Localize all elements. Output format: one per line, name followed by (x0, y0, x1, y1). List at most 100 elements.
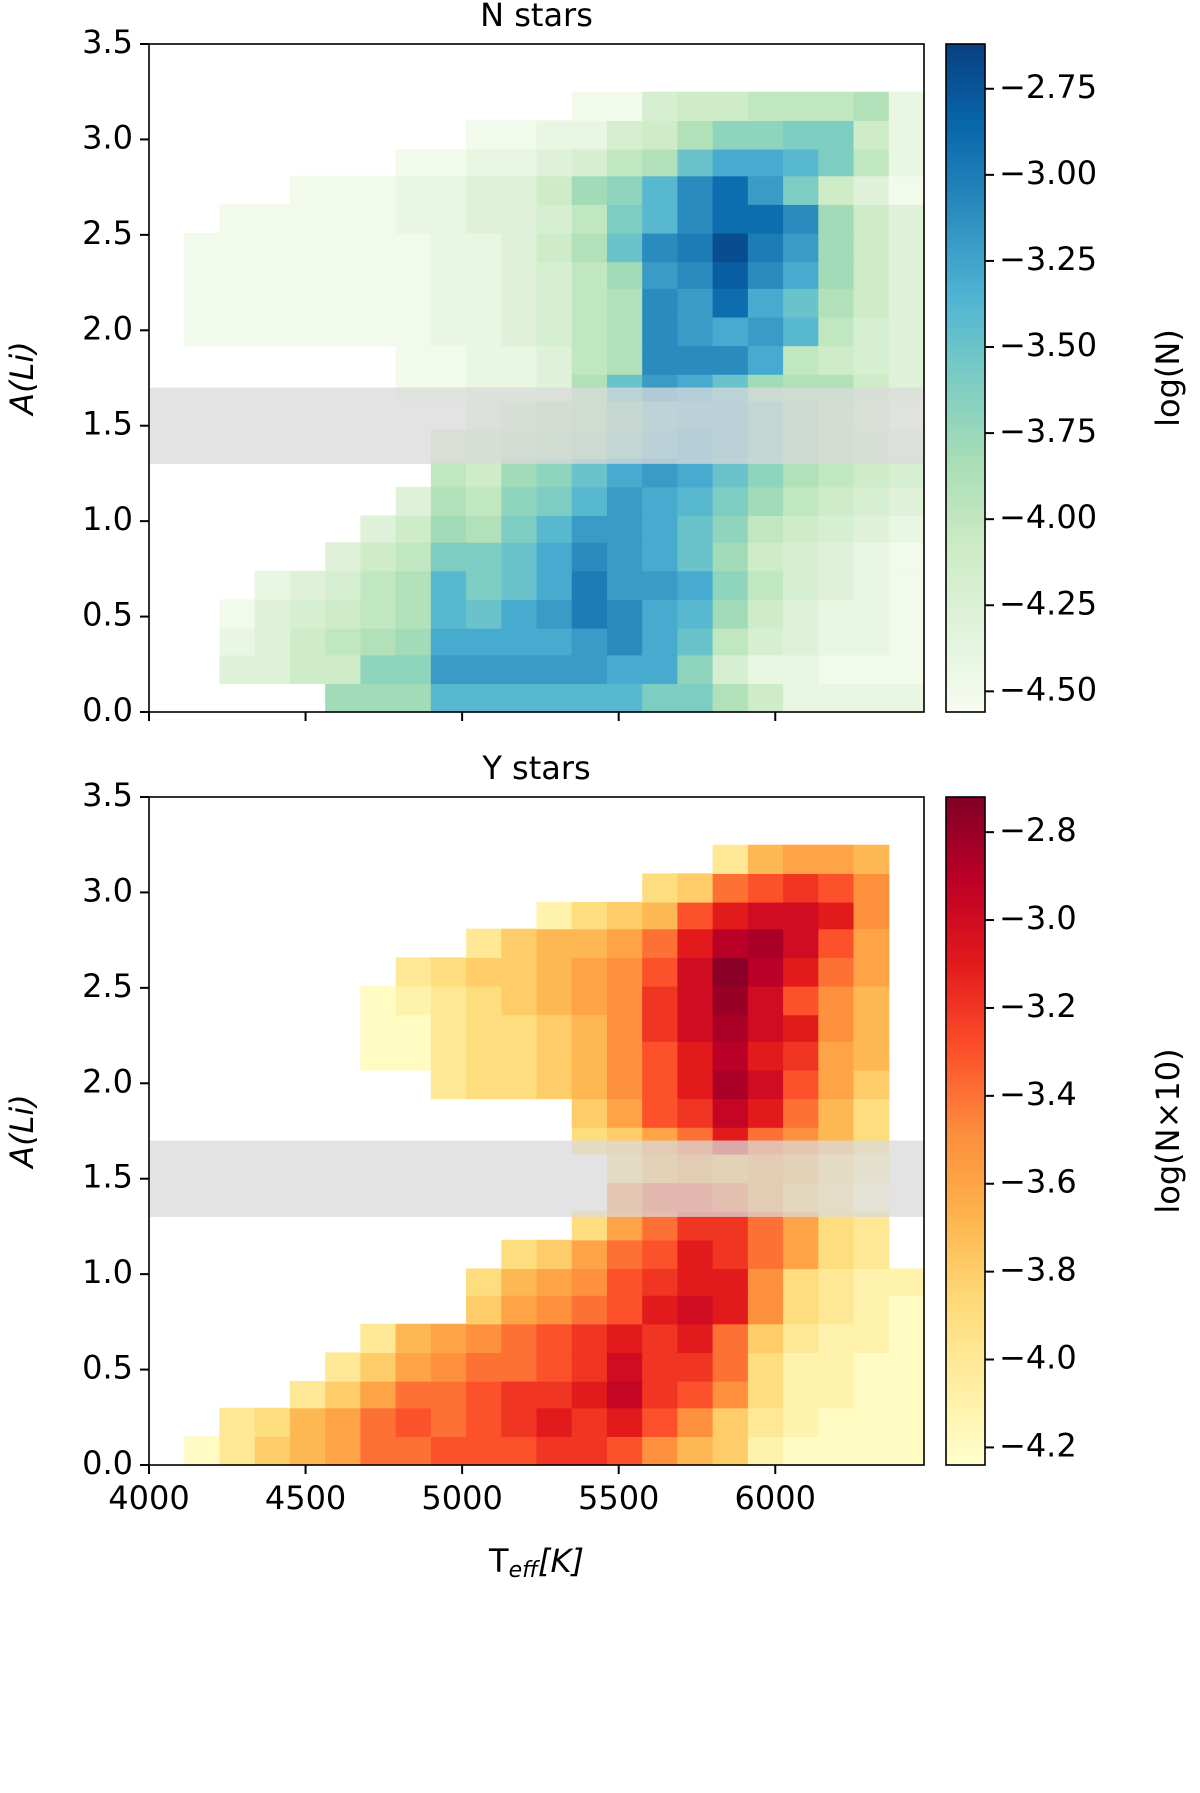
heatmap-cell (571, 985, 608, 1016)
y-tick-label: 3.5 (82, 776, 133, 814)
x-label-sub: eff (509, 1558, 541, 1583)
y-tick-label: 2.5 (82, 967, 133, 1005)
heatmap-cell (712, 599, 749, 629)
heatmap-cell (360, 570, 397, 600)
heatmap-cell (783, 985, 819, 1016)
heatmap-cell (818, 1239, 855, 1270)
heatmap-cell (888, 1407, 925, 1437)
heatmap-cell (712, 1014, 749, 1042)
heatmap-cell (430, 232, 467, 263)
heatmap-cell (360, 542, 397, 572)
heatmap-cell (501, 1069, 538, 1100)
heatmap-cell (501, 1352, 538, 1382)
heatmap-cell (747, 873, 784, 903)
heatmap-cell (853, 683, 890, 713)
heatmap-cell (606, 1069, 643, 1100)
heatmap-cell (395, 570, 432, 600)
y-tick-label: 0.5 (82, 1349, 133, 1387)
colorbar-tick-label: −3.6 (999, 1163, 1077, 1201)
heatmap-cell (642, 1295, 679, 1325)
heatmap-cell (677, 1381, 714, 1409)
x-tick-label: 5500 (578, 1479, 659, 1517)
colorbar-tick-label: −4.50 (999, 670, 1097, 708)
heatmap-cell (395, 1014, 432, 1042)
colorbar-tick-label: −2.75 (999, 68, 1097, 106)
heatmap-cell (571, 486, 608, 517)
heatmap-cell (395, 957, 432, 987)
heatmap-cell (501, 1381, 538, 1409)
x-label-main: T (488, 1542, 509, 1580)
heatmap-cell (430, 1436, 467, 1466)
heatmap-cell (747, 1041, 784, 1071)
heatmap-cell (395, 288, 432, 318)
heatmap-cell (395, 1352, 432, 1382)
heatmap-cell (642, 599, 679, 629)
heatmap-cell (571, 316, 608, 347)
heatmap-cell (888, 1352, 925, 1382)
heatmap-cell (747, 628, 784, 656)
heatmap-cell (325, 628, 361, 656)
heatmap-cell (536, 515, 573, 543)
heatmap-cell (818, 570, 855, 600)
heatmap-cell (888, 1436, 925, 1466)
colorbar-tick-label: −2.8 (999, 811, 1077, 849)
heatmap-cell (254, 316, 291, 347)
heatmap-cell (430, 957, 467, 987)
heatmap-cell (395, 486, 432, 517)
heatmap-cell (289, 175, 326, 205)
heatmap-cell (888, 148, 925, 177)
heatmap-cell (501, 1436, 538, 1466)
heatmap-cell (360, 175, 397, 205)
heatmap-cell (571, 599, 608, 629)
heatmap-cell (571, 1239, 608, 1270)
heatmap-cell (747, 1295, 784, 1325)
heatmap-cell (536, 261, 573, 289)
heatmap-cell (747, 957, 784, 987)
y-tick-label: 3.0 (82, 118, 133, 156)
heatmap-cell (430, 1352, 467, 1382)
heatmap-cell (783, 928, 819, 958)
heatmap-cell (853, 232, 890, 263)
heatmap-cell (360, 288, 397, 318)
heatmap-cell (712, 1295, 749, 1325)
heatmap-cell (254, 570, 291, 600)
heatmap-cell (712, 91, 749, 121)
heatmap-cell (677, 1069, 714, 1100)
heatmap-cell (853, 1239, 890, 1270)
heatmap-cell (712, 628, 749, 656)
heatmap-cell (853, 570, 890, 600)
heatmap-cell (853, 288, 890, 318)
heatmap-cell (712, 1407, 749, 1437)
heatmap-cell (395, 515, 432, 543)
heatmap-cell (783, 1041, 819, 1071)
heatmap-cell (853, 1098, 890, 1128)
heatmap-cell (642, 345, 679, 375)
heatmap-cell (677, 91, 714, 121)
heatmap-cell (818, 148, 855, 177)
heatmap-cell (853, 1268, 890, 1296)
heatmap-cell (501, 1295, 538, 1325)
heatmap-cell (712, 957, 749, 987)
heatmap-cell (642, 683, 679, 713)
heatmap-cell (677, 873, 714, 903)
heatmap-cell (325, 1381, 361, 1409)
heatmap-cell (783, 599, 819, 629)
plot-frame (148, 796, 925, 1466)
heatmap-cell (430, 316, 467, 347)
heatmap-cell (219, 654, 256, 684)
heatmap-cell (747, 901, 784, 930)
heatmap-cell (466, 654, 502, 684)
heatmap-cell (501, 515, 538, 543)
heatmap-cell (642, 1352, 679, 1382)
heatmap-cell (430, 570, 467, 600)
heatmap-cell (818, 232, 855, 263)
heatmap-cell (430, 288, 467, 318)
heatmap-cell (606, 683, 643, 713)
heatmap-cell (642, 316, 679, 347)
colorbar-tick-label: −4.0 (999, 1339, 1077, 1377)
heatmap-cell (501, 175, 538, 205)
heatmap-cell (853, 1381, 890, 1409)
heatmap-cell (571, 1268, 608, 1296)
heatmap-cell (360, 1041, 397, 1071)
heatmap-cell (289, 654, 326, 684)
